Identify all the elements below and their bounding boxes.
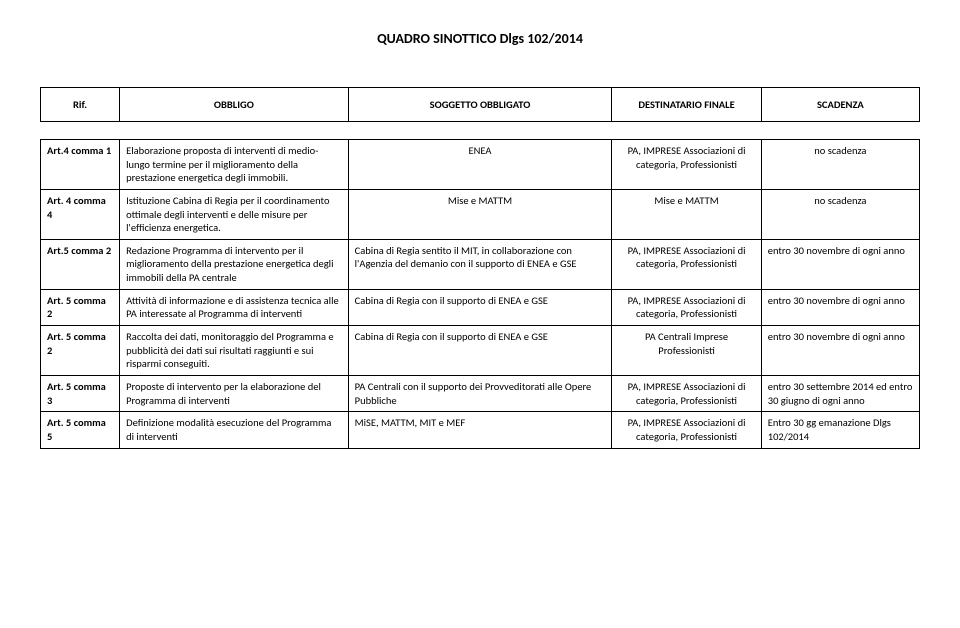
cell-scadenza: entro 30 novembre di ogni anno [761, 239, 919, 289]
cell-rif: Art. 5 comma 5 [41, 412, 120, 448]
col-header-obbligo: OBBLIGO [120, 88, 349, 122]
cell-rif: Art.5 comma 2 [41, 239, 120, 289]
table-row: Art. 5 comma 2 Raccolta dei dati, monito… [41, 326, 920, 376]
cell-scadenza: entro 30 novembre di ogni anno [761, 326, 919, 376]
cell-rif: Art. 5 comma 2 [41, 326, 120, 376]
table-row: Art. 5 comma 3 Proposte di intervento pe… [41, 375, 920, 411]
cell-soggetto: PA Centrali con il supporto dei Provvedi… [348, 375, 612, 411]
cell-rif: Art. 4 comma 4 [41, 189, 120, 239]
col-header-scadenza: SCADENZA [761, 88, 919, 122]
cell-scadenza: entro 30 novembre di ogni anno [761, 289, 919, 325]
cell-soggetto: MiSE, MATTM, MIT e MEF [348, 412, 612, 448]
synoptic-table: Rif. OBBLIGO SOGGETTO OBBLIGATO DESTINAT… [40, 87, 920, 449]
table-row: Art.5 comma 2 Redazione Programma di int… [41, 239, 920, 289]
cell-scadenza: Entro 30 gg emanazione Dlgs 102/2014 [761, 412, 919, 448]
cell-destinatario: PA, IMPRESE Associazioni di categoria, P… [612, 375, 761, 411]
page-title: QUADRO SINOTTICO Dlgs 102/2014 [40, 30, 920, 47]
table-row: Art. 5 comma 2 Attività di informazione … [41, 289, 920, 325]
cell-rif: Art. 5 comma 2 [41, 289, 120, 325]
cell-soggetto: Cabina di Regia con il supporto di ENEA … [348, 289, 612, 325]
cell-obbligo: Attività di informazione e di assistenza… [120, 289, 349, 325]
cell-soggetto: Mise e MATTM [348, 189, 612, 239]
cell-scadenza: no scadenza [761, 140, 919, 190]
cell-destinatario: PA, IMPRESE Associazioni di categoria, P… [612, 140, 761, 190]
cell-scadenza: no scadenza [761, 189, 919, 239]
table-header-row: Rif. OBBLIGO SOGGETTO OBBLIGATO DESTINAT… [41, 88, 920, 122]
cell-rif: Art.4 comma 1 [41, 140, 120, 190]
cell-soggetto: Cabina di Regia con il supporto di ENEA … [348, 326, 612, 376]
cell-soggetto: ENEA [348, 140, 612, 190]
col-header-rif: Rif. [41, 88, 120, 122]
cell-rif: Art. 5 comma 3 [41, 375, 120, 411]
cell-obbligo: Definizione modalità esecuzione del Prog… [120, 412, 349, 448]
cell-scadenza: entro 30 settembre 2014 ed entro 30 giug… [761, 375, 919, 411]
cell-obbligo: Redazione Programma di intervento per il… [120, 239, 349, 289]
cell-obbligo: Proposte di intervento per la elaborazio… [120, 375, 349, 411]
cell-obbligo: Elaborazione proposta di interventi di m… [120, 140, 349, 190]
table-row: Art.4 comma 1 Elaborazione proposta di i… [41, 140, 920, 190]
cell-destinatario: PA, IMPRESE Associazioni di categoria, P… [612, 289, 761, 325]
cell-destinatario: PA, IMPRESE Associazioni di categoria, P… [612, 239, 761, 289]
spacer-row [41, 122, 920, 140]
table-row: Art. 4 comma 4 Istituzione Cabina di Reg… [41, 189, 920, 239]
col-header-destinatario: DESTINATARIO FINALE [612, 88, 761, 122]
cell-obbligo: Istituzione Cabina di Regia per il coord… [120, 189, 349, 239]
cell-destinatario: PA, IMPRESE Associazioni di categoria, P… [612, 412, 761, 448]
cell-obbligo: Raccolta dei dati, monitoraggio del Prog… [120, 326, 349, 376]
col-header-soggetto: SOGGETTO OBBLIGATO [348, 88, 612, 122]
cell-soggetto: Cabina di Regia sentito il MIT, in colla… [348, 239, 612, 289]
cell-destinatario: PA Centrali Imprese Professionisti [612, 326, 761, 376]
cell-destinatario: Mise e MATTM [612, 189, 761, 239]
table-row: Art. 5 comma 5 Definizione modalità esec… [41, 412, 920, 448]
